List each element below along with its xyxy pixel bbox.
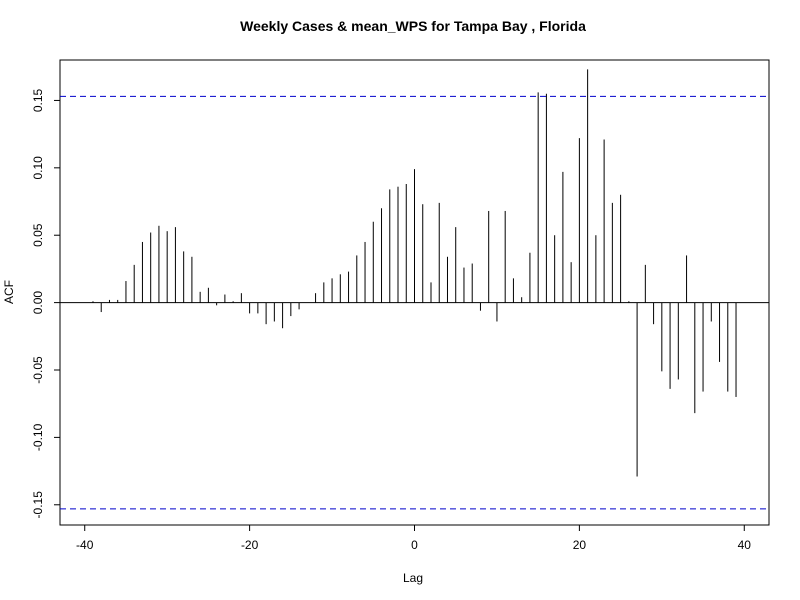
y-axis: -0.15 -0.10 -0.05 0.00 0.05 0.10 0.15 [31,88,61,519]
y-axis-label: ACF [2,280,16,304]
x-tick-label: 20 [573,538,587,552]
y-tick-label: 0.05 [31,223,45,247]
y-tick-label: 0.00 [31,291,45,315]
y-tick-label: -0.15 [31,491,45,519]
y-tick-label: -0.05 [31,356,45,384]
x-tick-label: -20 [241,538,259,552]
y-tick-label: 0.15 [31,88,45,112]
y-tick-label: 0.10 [31,156,45,180]
x-tick-label: -40 [76,538,94,552]
acf-bars [92,69,737,477]
x-axis: -40 -20 0 20 40 [76,524,752,552]
x-tick-label: 40 [738,538,752,552]
x-axis-label: Lag [403,571,423,585]
x-tick-label: 0 [411,538,418,552]
chart-title: Weekly Cases & mean_WPS for Tampa Bay , … [240,18,586,34]
y-tick-label: -0.10 [31,423,45,451]
